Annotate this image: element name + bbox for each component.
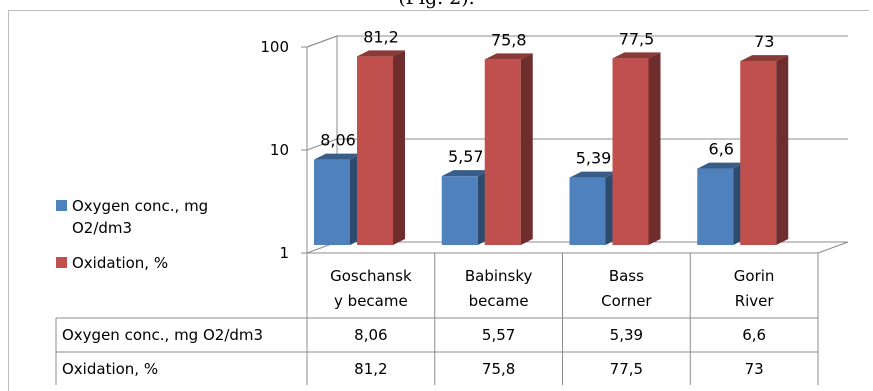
bar-1-2-front	[612, 58, 649, 246]
table-cell: 75,8	[482, 360, 515, 378]
bar-1-0-top	[357, 50, 405, 57]
category-label: Goschansk	[330, 267, 412, 285]
bar-1-0-front	[357, 56, 393, 245]
bar-0-1-top	[441, 170, 490, 177]
bar-1-3-side	[776, 55, 789, 245]
bar-0-3-top	[697, 162, 746, 169]
data-label: 73	[754, 32, 774, 51]
data-label: 75,8	[491, 30, 527, 49]
legend-swatch	[56, 200, 67, 211]
table-cell: 77,5	[610, 360, 643, 378]
chart-frame	[8, 10, 869, 391]
category-label: became	[469, 292, 529, 310]
category-label: Bass	[609, 267, 644, 285]
table-cell: 5,57	[482, 326, 515, 344]
table-cell: 6,6	[742, 326, 766, 344]
legend-swatch	[56, 257, 67, 268]
legend-label: Oxygen conc., mg	[72, 197, 208, 215]
category-label: River	[735, 292, 775, 310]
bar-1-1-front	[484, 59, 521, 245]
data-label: 77,5	[619, 29, 655, 48]
table-cell: 81,2	[354, 360, 387, 378]
table-cell: 8,06	[354, 326, 387, 344]
gridline-depth	[306, 138, 338, 151]
bar-0-2-top	[569, 171, 618, 178]
bar-1-2-top	[612, 52, 661, 59]
data-label: 8,06	[320, 131, 356, 150]
bar-0-0-top	[314, 153, 362, 160]
floor-right-edge	[817, 241, 849, 254]
data-label: 6,6	[709, 140, 734, 159]
data-label: 5,39	[576, 149, 612, 168]
table-row-label: Oxygen conc., mg O2/dm3	[62, 326, 263, 344]
bar-0-1-front	[441, 176, 478, 245]
y-tick-label: 10	[270, 141, 289, 159]
bar-1-3-top	[740, 55, 789, 62]
bar-1-1-top	[484, 53, 533, 60]
data-label: 81,2	[363, 27, 399, 46]
gridline-depth	[306, 35, 338, 48]
category-label: Babinsky	[465, 267, 533, 285]
bar-1-0-side	[393, 50, 405, 245]
figure-caption: (Fig. 2).	[0, 0, 873, 9]
legend-label: Oxidation, %	[72, 254, 168, 272]
bar-0-3-front	[697, 168, 734, 245]
bar-1-3-front	[740, 61, 777, 245]
data-label: 5,57	[448, 147, 484, 166]
legend-label: O2/dm3	[72, 219, 132, 237]
bar-0-0-front	[314, 159, 350, 245]
y-tick-label: 100	[260, 38, 289, 56]
y-tick-label: 1	[279, 244, 289, 262]
table-cell: 73	[745, 360, 764, 378]
category-label: Corner	[601, 292, 652, 310]
table-cell: 5,39	[610, 326, 643, 344]
bar-1-2-side	[648, 52, 661, 246]
bar-1-1-side	[520, 53, 533, 245]
bar-0-2-front	[569, 177, 606, 245]
category-label: Gorin	[734, 267, 775, 285]
table-row-label: Oxidation, %	[62, 360, 158, 378]
category-label: y became	[334, 292, 408, 310]
